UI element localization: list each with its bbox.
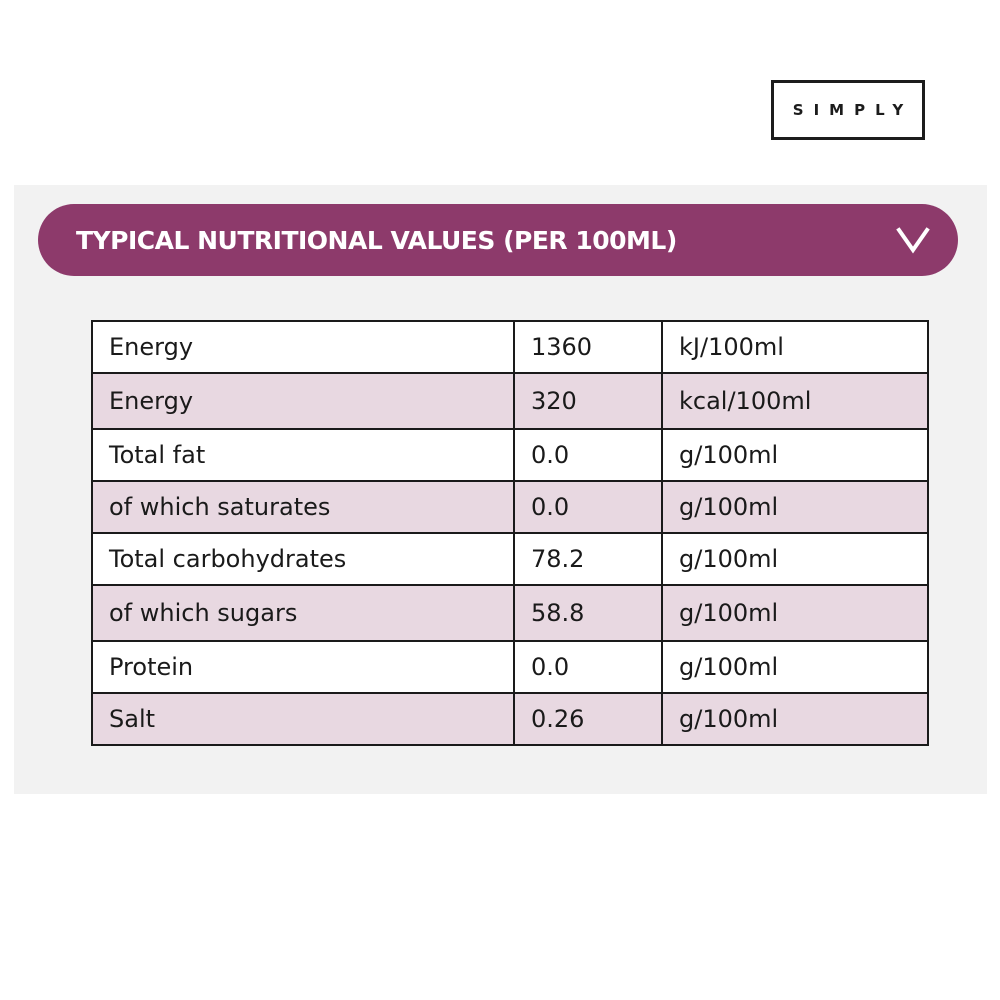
nutrient-value: 0.0 bbox=[513, 428, 663, 482]
table-row: Energy 320 kcal/100ml bbox=[91, 372, 929, 430]
nutrient-name: Total carbohydrates bbox=[91, 532, 515, 586]
nutrient-name: Protein bbox=[91, 640, 515, 694]
table-row: Total carbohydrates 78.2 g/100ml bbox=[91, 532, 929, 586]
nutrient-unit: g/100ml bbox=[661, 692, 929, 746]
nutrient-unit: g/100ml bbox=[661, 640, 929, 694]
nutrient-name: of which sugars bbox=[91, 584, 515, 642]
nutrient-name: Energy bbox=[91, 372, 515, 430]
table-row: Protein 0.0 g/100ml bbox=[91, 640, 929, 694]
brand-logo-text: SIMPLY bbox=[792, 101, 914, 119]
nutrient-unit: g/100ml bbox=[661, 532, 929, 586]
nutrient-value: 78.2 bbox=[513, 532, 663, 586]
table-row: of which sugars 58.8 g/100ml bbox=[91, 584, 929, 642]
nutrient-name: of which saturates bbox=[91, 480, 515, 534]
nutrient-name: Salt bbox=[91, 692, 515, 746]
table-row: Salt 0.26 g/100ml bbox=[91, 692, 929, 746]
nutrient-value: 0.26 bbox=[513, 692, 663, 746]
nutrient-unit: kJ/100ml bbox=[661, 320, 929, 374]
table-row: Energy 1360 kJ/100ml bbox=[91, 320, 929, 374]
accordion-title: TYPICAL NUTRITIONAL VALUES (PER 100ML) bbox=[76, 225, 677, 255]
nutrient-unit: g/100ml bbox=[661, 584, 929, 642]
nutrient-name: Total fat bbox=[91, 428, 515, 482]
nutrient-value: 0.0 bbox=[513, 480, 663, 534]
nutrient-value: 0.0 bbox=[513, 640, 663, 694]
nutrient-unit: g/100ml bbox=[661, 428, 929, 482]
nutrient-value: 320 bbox=[513, 372, 663, 430]
nutrition-accordion-header[interactable]: TYPICAL NUTRITIONAL VALUES (PER 100ML) bbox=[38, 204, 958, 276]
table-row: Total fat 0.0 g/100ml bbox=[91, 428, 929, 482]
chevron-down-icon[interactable] bbox=[896, 226, 930, 254]
nutrition-table: Energy 1360 kJ/100ml Energy 320 kcal/100… bbox=[91, 320, 929, 746]
nutrient-unit: kcal/100ml bbox=[661, 372, 929, 430]
brand-logo: SIMPLY bbox=[771, 80, 925, 140]
nutrient-name: Energy bbox=[91, 320, 515, 374]
nutrient-value: 1360 bbox=[513, 320, 663, 374]
nutrient-unit: g/100ml bbox=[661, 480, 929, 534]
nutrient-value: 58.8 bbox=[513, 584, 663, 642]
table-row: of which saturates 0.0 g/100ml bbox=[91, 480, 929, 534]
